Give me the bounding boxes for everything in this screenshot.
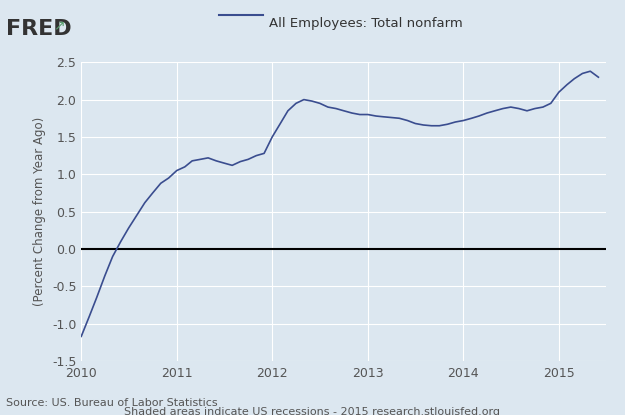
- Text: ↗: ↗: [53, 19, 65, 33]
- Text: All Employees: Total nonfarm: All Employees: Total nonfarm: [269, 17, 462, 30]
- Text: Shaded areas indicate US recessions - 2015 research.stlouisfed.org: Shaded areas indicate US recessions - 20…: [124, 407, 501, 415]
- Y-axis label: (Percent Change from Year Ago): (Percent Change from Year Ago): [33, 117, 46, 306]
- Text: FRED: FRED: [6, 19, 72, 39]
- Text: Source: US. Bureau of Labor Statistics: Source: US. Bureau of Labor Statistics: [6, 398, 218, 408]
